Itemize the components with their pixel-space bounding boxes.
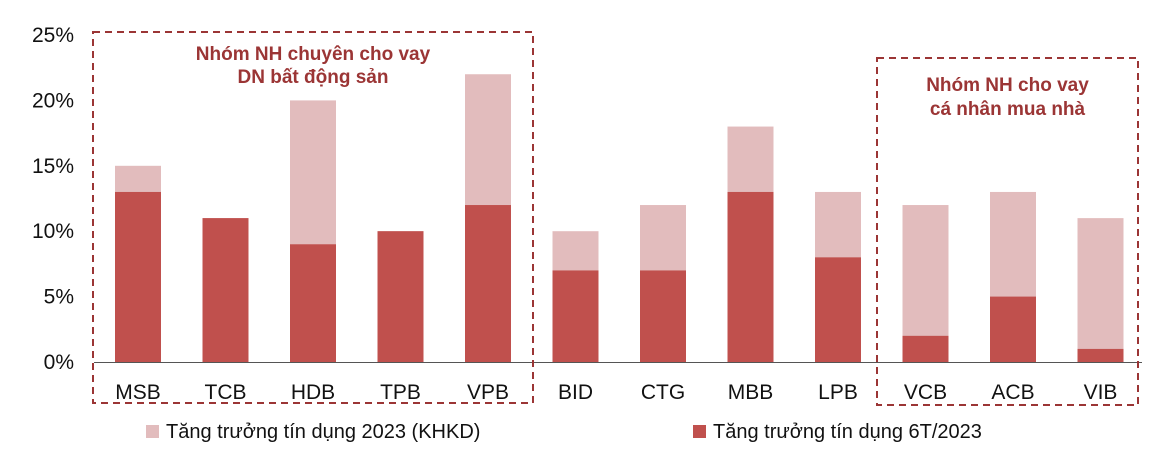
bar-h1-vib: [1077, 348, 1124, 362]
bar-h1-tpb: [377, 231, 424, 362]
x-tick-label-lpb: LPB: [818, 381, 858, 404]
legend-label-h1: Tăng trưởng tín dụng 6T/2023: [713, 421, 982, 443]
y-tick-label: 10%: [32, 220, 74, 243]
bar-h1-mbb: [727, 191, 774, 362]
legend-swatch-plan: [146, 425, 159, 438]
legend: Tăng trưởng tín dụng 2023 (KHKD) Tăng trư…: [146, 421, 982, 443]
x-tick-label-tpb: TPB: [380, 381, 421, 404]
bar-h1-ctg: [640, 270, 686, 362]
legend-swatch-h1: [693, 425, 706, 438]
x-tick-label-hdb: HDB: [291, 381, 335, 404]
annotation-box-1: [92, 31, 534, 404]
x-tick-label-mbb: MBB: [728, 381, 774, 404]
bar-h1-bid: [552, 270, 599, 362]
bar-h1-vcb: [902, 335, 949, 362]
bar-h1-lpb: [815, 257, 861, 362]
bar-h1-acb: [990, 296, 1036, 362]
x-tick-label-vib: VIB: [1084, 381, 1118, 404]
x-tick-label-tcb: TCB: [205, 381, 247, 404]
bars-layer: [115, 74, 1124, 363]
annotation-label-line: DN bất động sản: [238, 67, 389, 88]
bar-h1-hdb: [290, 244, 336, 362]
y-tick-label: 25%: [32, 24, 74, 47]
axes-layer: MSB TCB HDB TPB VPB BID CTG MBB LPB VCB ACB VIB 0% 5%…: [32, 24, 1142, 404]
x-tick-label-bid: BID: [558, 381, 593, 404]
bar-h1-tcb: [202, 218, 249, 362]
x-tick-label-vpb: VPB: [467, 381, 509, 404]
x-tick-label-acb: ACB: [991, 381, 1034, 404]
annotation-label-line: Nhóm NH cho vay: [926, 75, 1089, 96]
x-tick-label-msb: MSB: [115, 381, 161, 404]
annotation-label-1: Nhóm NH chuyên cho vay DN bất động sản: [196, 44, 431, 88]
bar-h1-vpb: [465, 205, 511, 362]
annotation-label-2: Nhóm NH cho vay cá nhân mua nhà: [926, 75, 1089, 120]
x-tick-label-ctg: CTG: [641, 381, 685, 404]
bar-h1-msb: [115, 191, 161, 362]
annotation-label-line: Nhóm NH chuyên cho vay: [196, 44, 431, 65]
annotation-box-2: [876, 57, 1139, 406]
legend-label-plan: Tăng trưởng tín dụng 2023 (KHKD): [166, 421, 480, 443]
y-tick-label: 15%: [32, 155, 74, 178]
x-tick-label-vcb: VCB: [904, 381, 947, 404]
y-tick-label: 0%: [44, 351, 74, 374]
y-tick-label: 5%: [44, 286, 74, 309]
annotation-groups: Nhóm NH chuyên cho vay DN bất động sản Nhó…: [92, 31, 1139, 406]
bar-plan-vib: [1077, 218, 1124, 362]
y-tick-label: 20%: [32, 89, 74, 112]
annotation-label-line: cá nhân mua nhà: [930, 99, 1086, 120]
